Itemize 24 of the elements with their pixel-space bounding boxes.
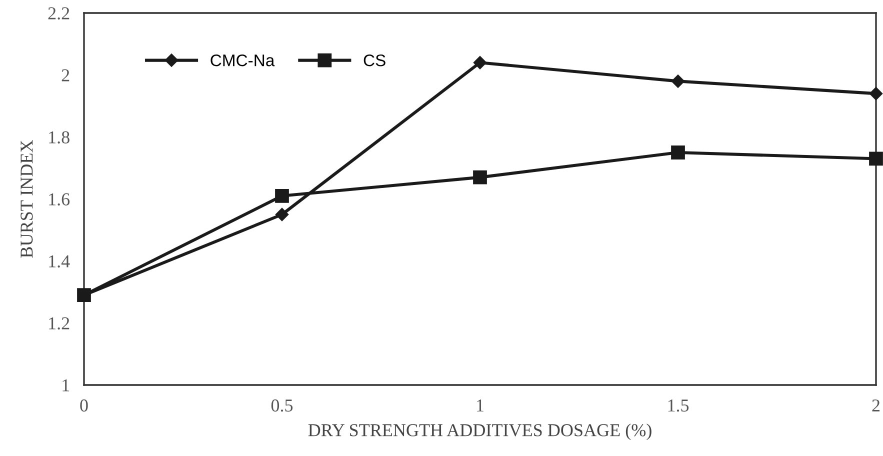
x-tick-label: 1.5: [668, 400, 689, 412]
point: [275, 188, 289, 203]
y-tick-label: 2.2: [48, 7, 70, 20]
y-tick-label: 1.6: [49, 193, 70, 206]
x-tick-label: 0: [80, 399, 88, 412]
legend-label: CS: [364, 54, 386, 66]
point: [869, 87, 883, 100]
point: [275, 208, 289, 222]
point: [671, 74, 685, 88]
x-axis-title: DRY STRENGTH ADDITIVES DOSAGE (%): [308, 424, 652, 440]
point: [473, 170, 487, 184]
y-axis-title: BURST INDEX: [20, 140, 33, 258]
y-tick-label: 2: [62, 69, 70, 82]
point: [473, 56, 487, 70]
x-tick-label: 1: [477, 400, 484, 412]
x-tick-label: 2: [872, 399, 880, 412]
legend-label: CMC-Na: [210, 54, 275, 66]
x-tick-label: 0.5: [271, 399, 293, 412]
y-tick-label: 1.2: [49, 317, 70, 330]
point: [671, 146, 685, 160]
point: [869, 152, 883, 166]
y-tick-label: 1: [62, 379, 70, 392]
y-tick-label: 1.8: [49, 131, 70, 144]
y-tick-label: 1.4: [49, 255, 70, 268]
